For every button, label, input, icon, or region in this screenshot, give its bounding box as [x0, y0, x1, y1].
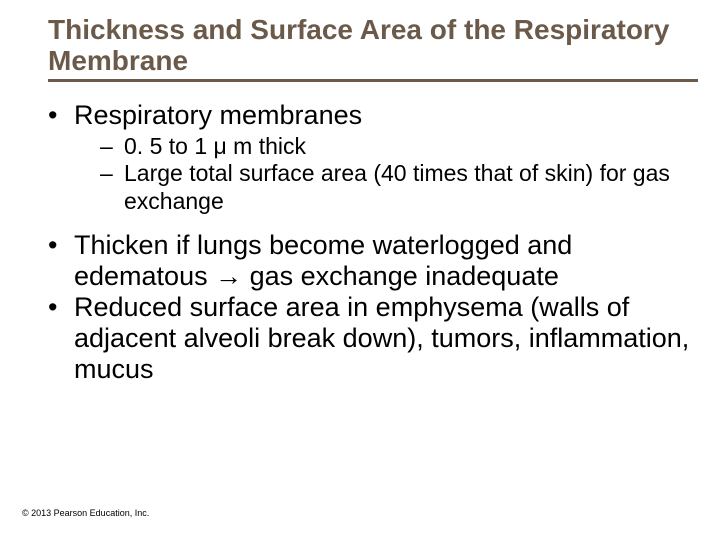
bullet-item: Thicken if lungs become waterlogged and … — [48, 230, 698, 292]
bullet-item: Reduced surface area in emphysema (walls… — [48, 292, 698, 385]
slide: Thickness and Surface Area of the Respir… — [0, 0, 720, 540]
bullet-item: Respiratory membranes 0. 5 to 1 μ m thic… — [48, 100, 698, 216]
sub-bullet-list: 0. 5 to 1 μ m thick Large total surface … — [74, 133, 698, 216]
bullet-list: Respiratory membranes 0. 5 to 1 μ m thic… — [48, 100, 698, 385]
bullet-text: Thicken if lungs become waterlogged and … — [74, 230, 572, 291]
slide-content: Respiratory membranes 0. 5 to 1 μ m thic… — [48, 100, 698, 385]
bullet-text: Respiratory membranes — [74, 100, 362, 130]
slide-title: Thickness and Surface Area of the Respir… — [48, 14, 698, 82]
sub-bullet-item: Large total surface area (40 times that … — [74, 160, 698, 215]
sub-bullet-item: 0. 5 to 1 μ m thick — [74, 133, 698, 161]
copyright-text: © 2013 Pearson Education, Inc. — [22, 508, 149, 518]
bullet-text: Reduced surface area in emphysema (walls… — [74, 292, 689, 384]
